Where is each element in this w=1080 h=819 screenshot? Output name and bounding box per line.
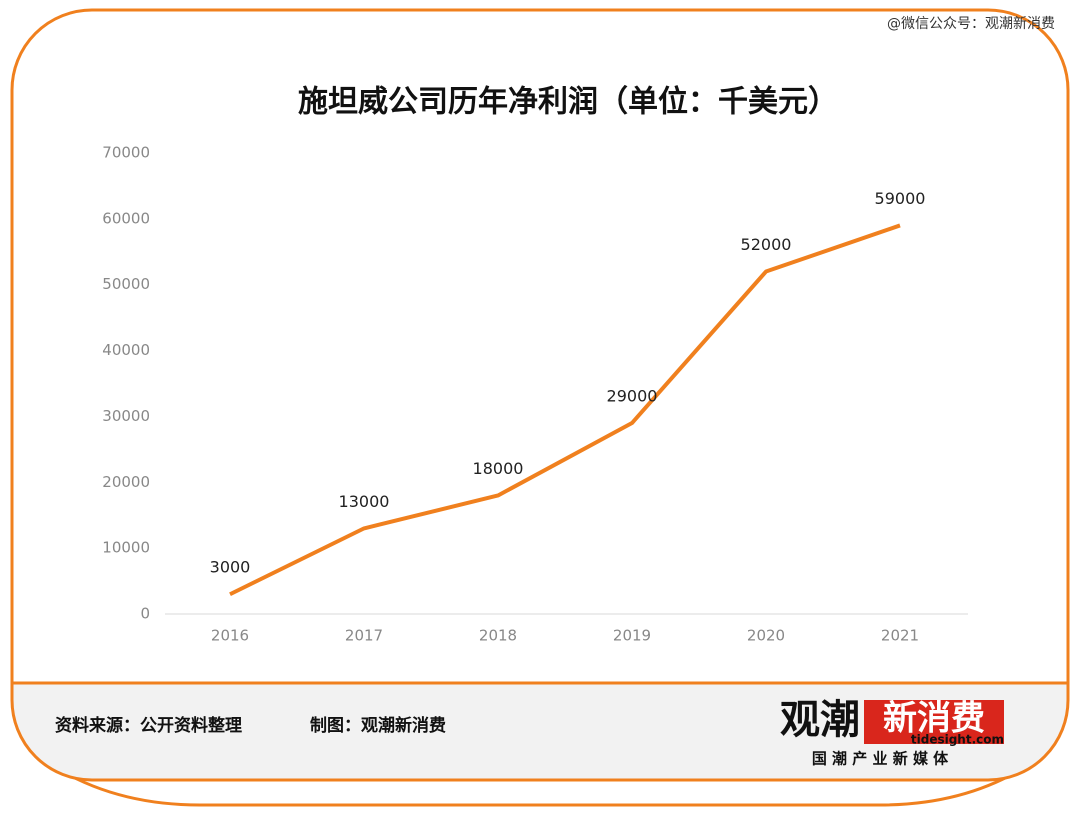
y-tick-label: 0 [140,605,150,623]
watermark: @微信公众号：观潮新消费 [887,16,1055,32]
y-tick-label: 40000 [102,341,150,359]
x-tick-label: 2020 [747,627,785,645]
data-label: 29000 [607,387,658,406]
data-label: 52000 [741,235,792,254]
footer-source: 资料来源：公开资料整理 [55,715,242,736]
data-label: 59000 [875,189,926,208]
y-tick-label: 20000 [102,473,150,491]
y-tick-label: 70000 [102,144,150,162]
frame [10,8,1070,782]
y-tick-label: 10000 [102,539,150,557]
data-label: 3000 [210,558,251,577]
x-tick-label: 2019 [613,627,651,645]
frame-curve [59,768,1021,807]
x-tick-label: 2016 [211,627,249,645]
data-label: 18000 [473,459,524,478]
logo-name-red: 新消费 [883,699,985,739]
chart-title: 施坦威公司历年净利润（单位：千美元） [298,85,838,120]
y-tick-label: 30000 [102,407,150,425]
y-tick-label: 50000 [102,275,150,293]
logo-name: 观潮 [780,697,860,743]
footer-credit: 制图：观潮新消费 [310,715,446,736]
logo-domain: tidesight.com [911,733,1004,747]
x-tick-label: 2017 [345,627,383,645]
x-tick-label: 2018 [479,627,517,645]
x-tick-label: 2021 [881,627,919,645]
y-tick-label: 60000 [102,209,150,227]
line-series [229,223,901,597]
data-label: 13000 [339,492,390,511]
logo-slogan: 国 潮 产 业 新 媒 体 [812,750,949,768]
logo-box [864,700,1004,744]
